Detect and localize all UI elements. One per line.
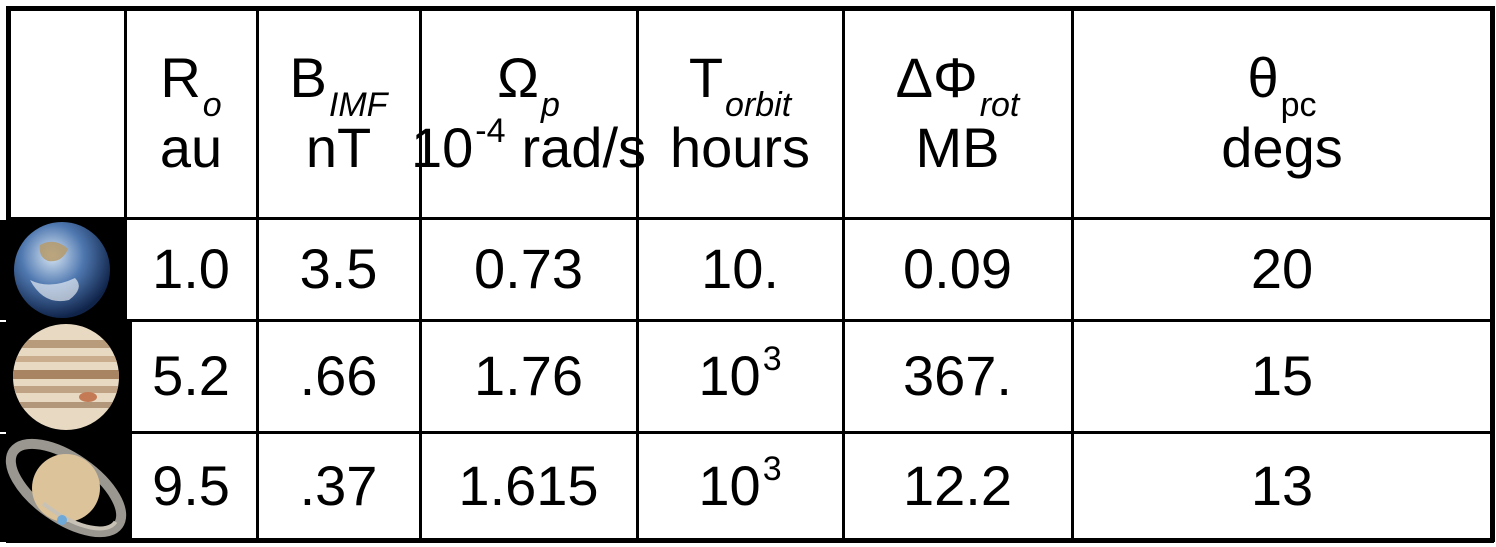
cell-text: 10. (701, 237, 779, 300)
table-cell: 367. (843, 320, 1072, 432)
row-border (6, 318, 1494, 322)
cell-text: .66 (299, 344, 378, 407)
cell-text: 3.5 (299, 237, 378, 300)
header-symbol: θ (1247, 46, 1279, 109)
header-unit-rest: rad/s (521, 116, 647, 179)
column-border (1489, 6, 1495, 542)
row-border (6, 5, 1494, 11)
table-cell: 1.0 (125, 218, 257, 320)
header-symbol: T (688, 46, 724, 109)
cell-superscript: 3 (762, 449, 782, 488)
header-unit-line: MB (916, 113, 1000, 183)
header-subscript: rot (979, 85, 1020, 124)
cell-text: 15 (1250, 344, 1314, 407)
cell-text: 1.76 (474, 344, 583, 407)
cell-base: 10 (698, 454, 761, 517)
header-cell: θpc degs (1072, 8, 1492, 218)
row-border (6, 216, 1494, 220)
table-cell: .37 (257, 432, 420, 540)
cell-text: .37 (299, 454, 378, 517)
table-cell: 1.76 (420, 320, 637, 432)
header-symbol: R (160, 46, 201, 109)
header-unit-line: hours (670, 113, 810, 183)
row-border (6, 537, 1494, 543)
cell-text: 1.615 (458, 454, 599, 517)
column-border (123, 6, 127, 542)
header-symbol-line: BIMF (289, 43, 388, 124)
column-border (841, 6, 845, 542)
table-cell: 13 (1072, 432, 1492, 540)
header-subscript: pc (1280, 85, 1317, 124)
table-cell: 5.2 (125, 320, 257, 432)
cell-text: 0.09 (903, 237, 1012, 300)
table-cell: 12.2 (843, 432, 1072, 540)
table-cell: 20 (1072, 218, 1492, 320)
table-cell: 10. (637, 218, 843, 320)
cell-text: 5.2 (152, 344, 230, 407)
column-border (635, 6, 639, 542)
cell-text: 12.2 (903, 454, 1012, 517)
header-unit-superscript: -4 (475, 111, 506, 150)
header-unit-line: au (160, 113, 222, 183)
header-symbol: Ω (497, 46, 539, 109)
header-unit: degs (1221, 116, 1343, 179)
header-symbol-line: θpc (1247, 43, 1316, 124)
cell-text: 20 (1250, 237, 1314, 300)
table-cell: 103 (637, 320, 843, 432)
header-symbol-line: Torbit (688, 43, 791, 124)
table-cell: 1.615 (420, 432, 637, 540)
column-border (255, 6, 259, 542)
header-unit-line: degs (1221, 113, 1342, 183)
column-border (418, 6, 422, 542)
header-unit: MB (915, 116, 1000, 179)
cell-text: 1.0 (152, 237, 230, 300)
header-symbol-line: Ωp (497, 43, 560, 124)
cell-text: 367. (903, 344, 1012, 407)
header-subscript: IMF (328, 85, 388, 124)
header-unit: au (159, 116, 223, 179)
earth-image (0, 220, 124, 320)
header-symbol: B (289, 46, 327, 109)
header-unit-line: nT (306, 113, 371, 183)
header-symbol: ΔΦ (895, 46, 978, 109)
header-symbol-line: Ro (160, 43, 221, 124)
row-border (6, 430, 1494, 434)
header-unit: hours (669, 116, 811, 179)
cell-text: 103 (698, 449, 782, 521)
column-border (1070, 6, 1074, 542)
header-cell: BIMF nT (257, 8, 420, 218)
header-cell: Ro au (125, 8, 257, 218)
header-subscript: o (202, 85, 222, 124)
header-subscript: orbit (725, 85, 792, 124)
cell-base: 10 (698, 344, 761, 407)
table-cell: 9.5 (125, 432, 257, 540)
header-cell: ΔΦrot MB (843, 8, 1072, 218)
header-symbol-line: ΔΦrot (895, 43, 1020, 124)
cell-text: 9.5 (152, 454, 230, 517)
table-cell: 103 (637, 432, 843, 540)
table-cell: 0.09 (843, 218, 1072, 320)
table-cell: 15 (1072, 320, 1492, 432)
table-cell: .66 (257, 320, 420, 432)
header-unit-line: 10-4 rad/s (411, 111, 647, 183)
cell-text: 103 (698, 339, 782, 411)
saturn-image (0, 434, 132, 542)
cell-superscript: 3 (762, 339, 782, 378)
table-cell: 3.5 (257, 218, 420, 320)
cell-text: 0.73 (474, 237, 583, 300)
jupiter-image (0, 322, 132, 432)
header-cell: Ωp 10-4 rad/s (411, 8, 646, 218)
table-cell: 0.73 (420, 218, 637, 320)
header-cell: Torbit hours (637, 8, 843, 218)
cell-text: 13 (1250, 454, 1314, 517)
header-unit: nT (305, 116, 372, 179)
header-subscript: p (540, 85, 560, 124)
